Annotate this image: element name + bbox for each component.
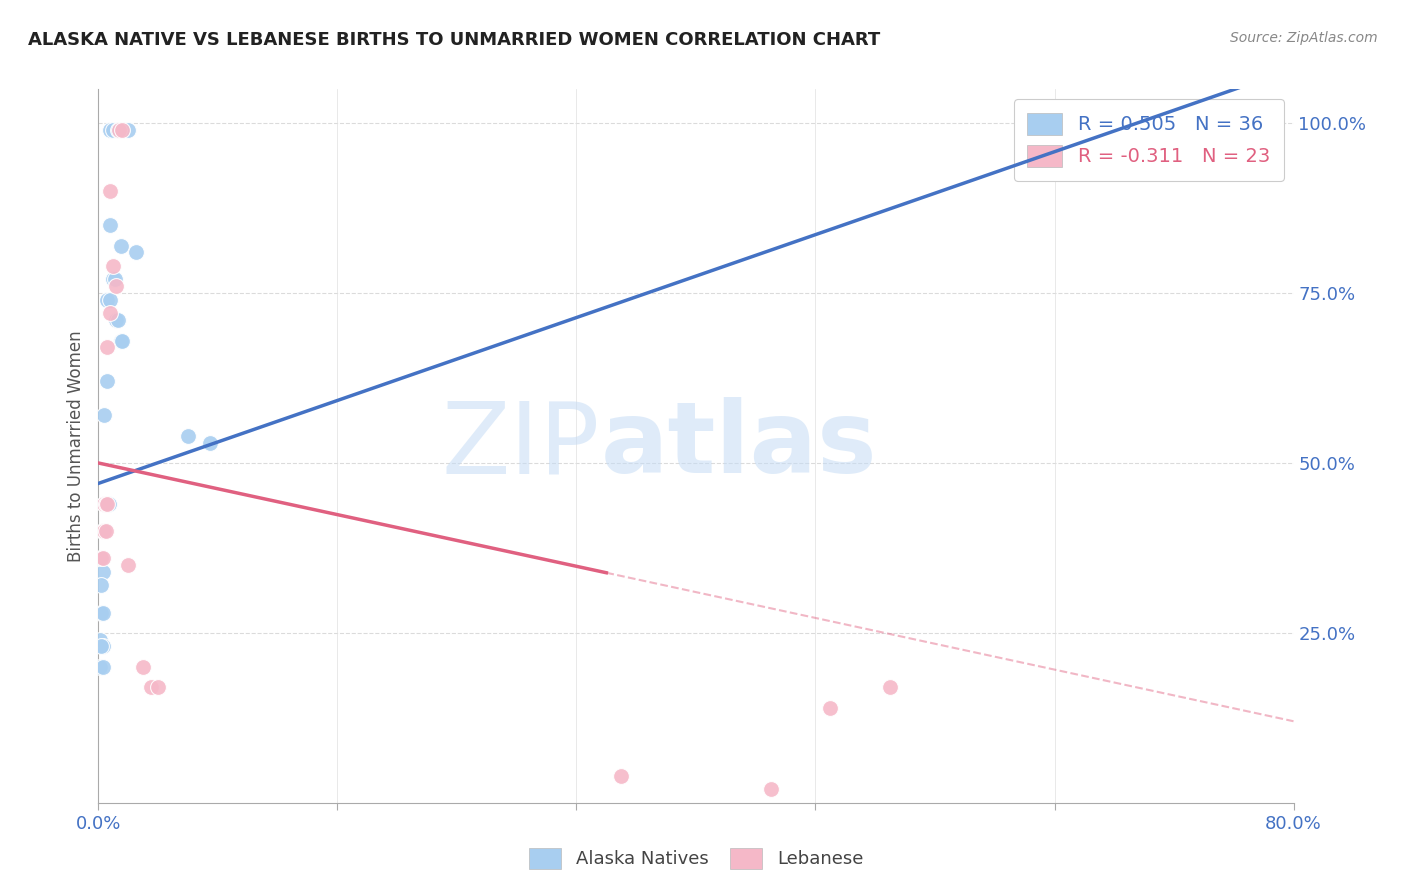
Point [125,245,148,260]
Point [103,259,125,273]
Point [91,524,114,538]
Point [90,551,112,566]
Point [93,524,115,538]
Point [759,782,782,797]
Point [94,497,117,511]
Point [111,123,134,137]
Point [103,123,125,137]
Point [96,341,118,355]
Point [104,272,127,286]
Point [105,279,128,293]
Point [91,565,114,579]
Point [100,123,122,137]
Point [111,123,134,137]
Point [91,606,114,620]
Point [100,184,122,198]
Text: ZIP: ZIP [441,398,600,494]
Point [139,680,162,694]
Point [879,680,901,694]
Point [91,551,114,566]
Point [105,313,128,327]
Point [93,497,115,511]
Text: Source: ZipAtlas.com: Source: ZipAtlas.com [1230,31,1378,45]
Point [97,497,120,511]
Text: atlas: atlas [600,398,877,494]
Legend: Alaska Natives, Lebanese: Alaska Natives, Lebanese [522,840,870,876]
Point [111,334,134,348]
Point [96,375,118,389]
Point [89,660,111,674]
Point [1059,109,1081,123]
Point [94,524,117,538]
Y-axis label: Births to Unmarried Women: Births to Unmarried Women [66,330,84,562]
Point [94,497,117,511]
Point [93,409,115,423]
Point [100,293,122,307]
Point [91,524,114,538]
Point [90,606,112,620]
Point [91,660,114,674]
Point [91,640,114,654]
Point [93,497,115,511]
Point [200,435,222,450]
Point [89,632,111,647]
Point [107,313,129,327]
Point [103,272,125,286]
Point [107,123,129,137]
Point [177,429,200,443]
Point [90,551,112,566]
Point [820,700,842,714]
Point [610,769,633,783]
Point [100,218,122,232]
Point [100,306,122,320]
Point [108,123,131,137]
Point [90,578,112,592]
Point [117,558,139,572]
Point [110,334,132,348]
Point [117,123,139,137]
Point [90,640,112,654]
Point [96,293,118,307]
Point [110,238,132,252]
Point [96,497,118,511]
Point [1343,109,1365,123]
Text: ALASKA NATIVE VS LEBANESE BIRTHS TO UNMARRIED WOMEN CORRELATION CHART: ALASKA NATIVE VS LEBANESE BIRTHS TO UNMA… [28,31,880,49]
Point [148,680,170,694]
Point [132,660,155,674]
